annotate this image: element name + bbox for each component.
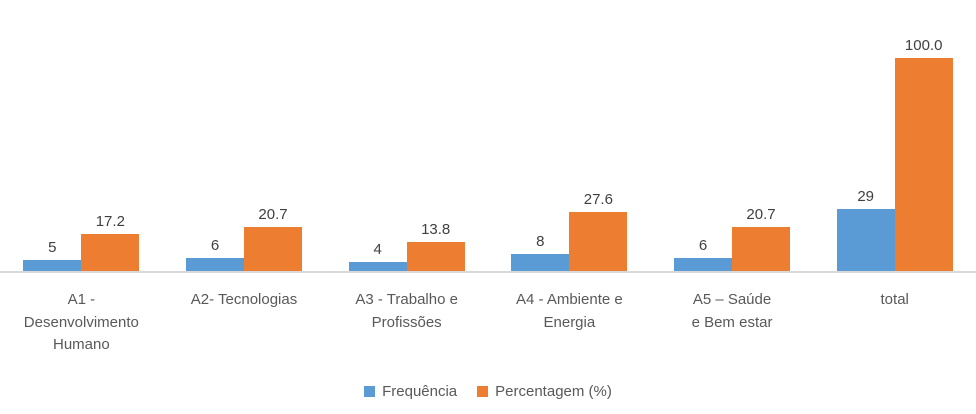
data-label: 6 [698, 237, 708, 255]
data-label: 5 [48, 239, 57, 257]
data-label: 8 [536, 232, 545, 250]
bar-column: 4 [348, 241, 407, 271]
bar-percentagem [732, 226, 791, 271]
bar-group: 29 100.0 [813, 28, 976, 271]
bar-column: 5 [23, 239, 82, 271]
legend-label: Frequência [382, 383, 458, 400]
bar-column: 13.8 [406, 220, 465, 271]
data-label: 100.0 [904, 37, 943, 54]
category-label: A1 - Desenvolvimento Humano [23, 291, 139, 353]
x-axis-labels: A1 - Desenvolvimento Humano A2- Tecnologi… [0, 289, 976, 357]
bar-group: 6 20.7 [651, 28, 814, 271]
bar-group: 6 20.7 [163, 28, 326, 271]
bar-percentagem [244, 226, 302, 271]
bar-percentagem [406, 241, 465, 271]
data-label: 27.6 [583, 191, 613, 209]
bar-frequencia [836, 209, 895, 271]
data-label: 20.7 [258, 205, 288, 223]
data-label: 17.2 [95, 213, 125, 231]
bar-column: 20.7 [732, 205, 791, 271]
bar-group: 5 17.2 [0, 28, 163, 271]
category-label: A5 – Saúde e Bem estar [691, 291, 773, 331]
bar-column: 6 [674, 237, 733, 271]
bar-percentagem [894, 58, 953, 271]
data-label: 4 [373, 241, 382, 259]
category-label: total [880, 291, 909, 308]
category-label: A2- Tecnologias [190, 291, 298, 308]
data-label: 6 [210, 237, 220, 255]
bar-column: 8 [511, 232, 570, 271]
bar-frequencia [23, 260, 82, 271]
bar-column: 20.7 [244, 206, 302, 271]
bar-group: 8 27.6 [488, 28, 651, 271]
bar-column: 17.2 [81, 213, 140, 271]
legend-swatch [477, 386, 489, 397]
bar-frequencia [511, 253, 570, 271]
category-label: A4 - Ambiente e Energia [515, 291, 623, 331]
bar-group: 4 13.8 [325, 28, 488, 271]
bar-frequencia [186, 258, 244, 271]
bar-column: 100.0 [894, 37, 953, 271]
bar-frequencia [348, 262, 407, 271]
data-label: 20.7 [746, 205, 776, 223]
legend-label: Percentagem (%) [495, 383, 612, 400]
data-label: 29 [857, 188, 875, 206]
category-label: A3 - Trabalho e Profissões [355, 291, 458, 331]
legend-item: Percentagem (%) [477, 383, 612, 400]
bar-frequencia [674, 258, 733, 271]
bar-percentagem [569, 212, 628, 271]
legend-item: Frequência [364, 383, 457, 400]
bar-column: 27.6 [569, 191, 628, 271]
bar-column: 29 [836, 188, 895, 271]
data-label: 13.8 [421, 220, 451, 238]
plot-area: 5 17.2 6 20.7 4 13.8 8 27.6 6 20.7 29 100.0 [0, 28, 976, 273]
bar-column: 6 [186, 237, 244, 271]
legend-swatch [364, 386, 376, 397]
legend: Frequência Percentagem (%) [0, 383, 976, 400]
bar-percentagem [81, 234, 140, 271]
